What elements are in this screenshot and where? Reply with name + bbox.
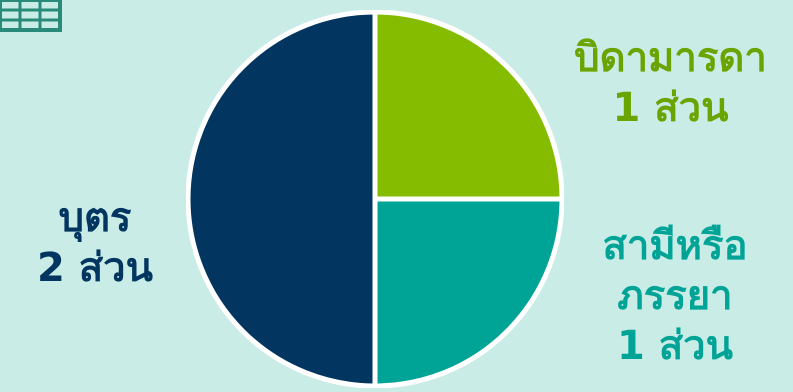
slice-label-children-line-2: 2 ส่วน	[37, 245, 153, 291]
pie-slice-children	[186, 10, 378, 388]
slice-label-parents-line-2: 1 ส่วน	[612, 85, 729, 131]
pie-chart	[186, 10, 564, 388]
slice-label-children-line-1: บุตร	[58, 195, 132, 241]
pie-slice-parents	[372, 10, 564, 202]
slice-label-spouse: สามีหรือ ภรรยา 1 ส่วน	[570, 221, 780, 371]
slice-label-spouse-line-3: 1 ส่วน	[617, 323, 733, 369]
slice-label-spouse-line-1: สามีหรือ	[602, 223, 748, 269]
slice-label-parents-line-1: บิดามารดา	[574, 35, 767, 81]
pie-slice-spouse	[372, 196, 564, 388]
book-icon	[0, 0, 62, 32]
slice-label-children: บุตร 2 ส่วน	[10, 193, 180, 293]
slice-label-spouse-line-2: ภรรยา	[617, 273, 733, 319]
slice-label-parents: บิดามารดา 1 ส่วน	[548, 33, 793, 133]
